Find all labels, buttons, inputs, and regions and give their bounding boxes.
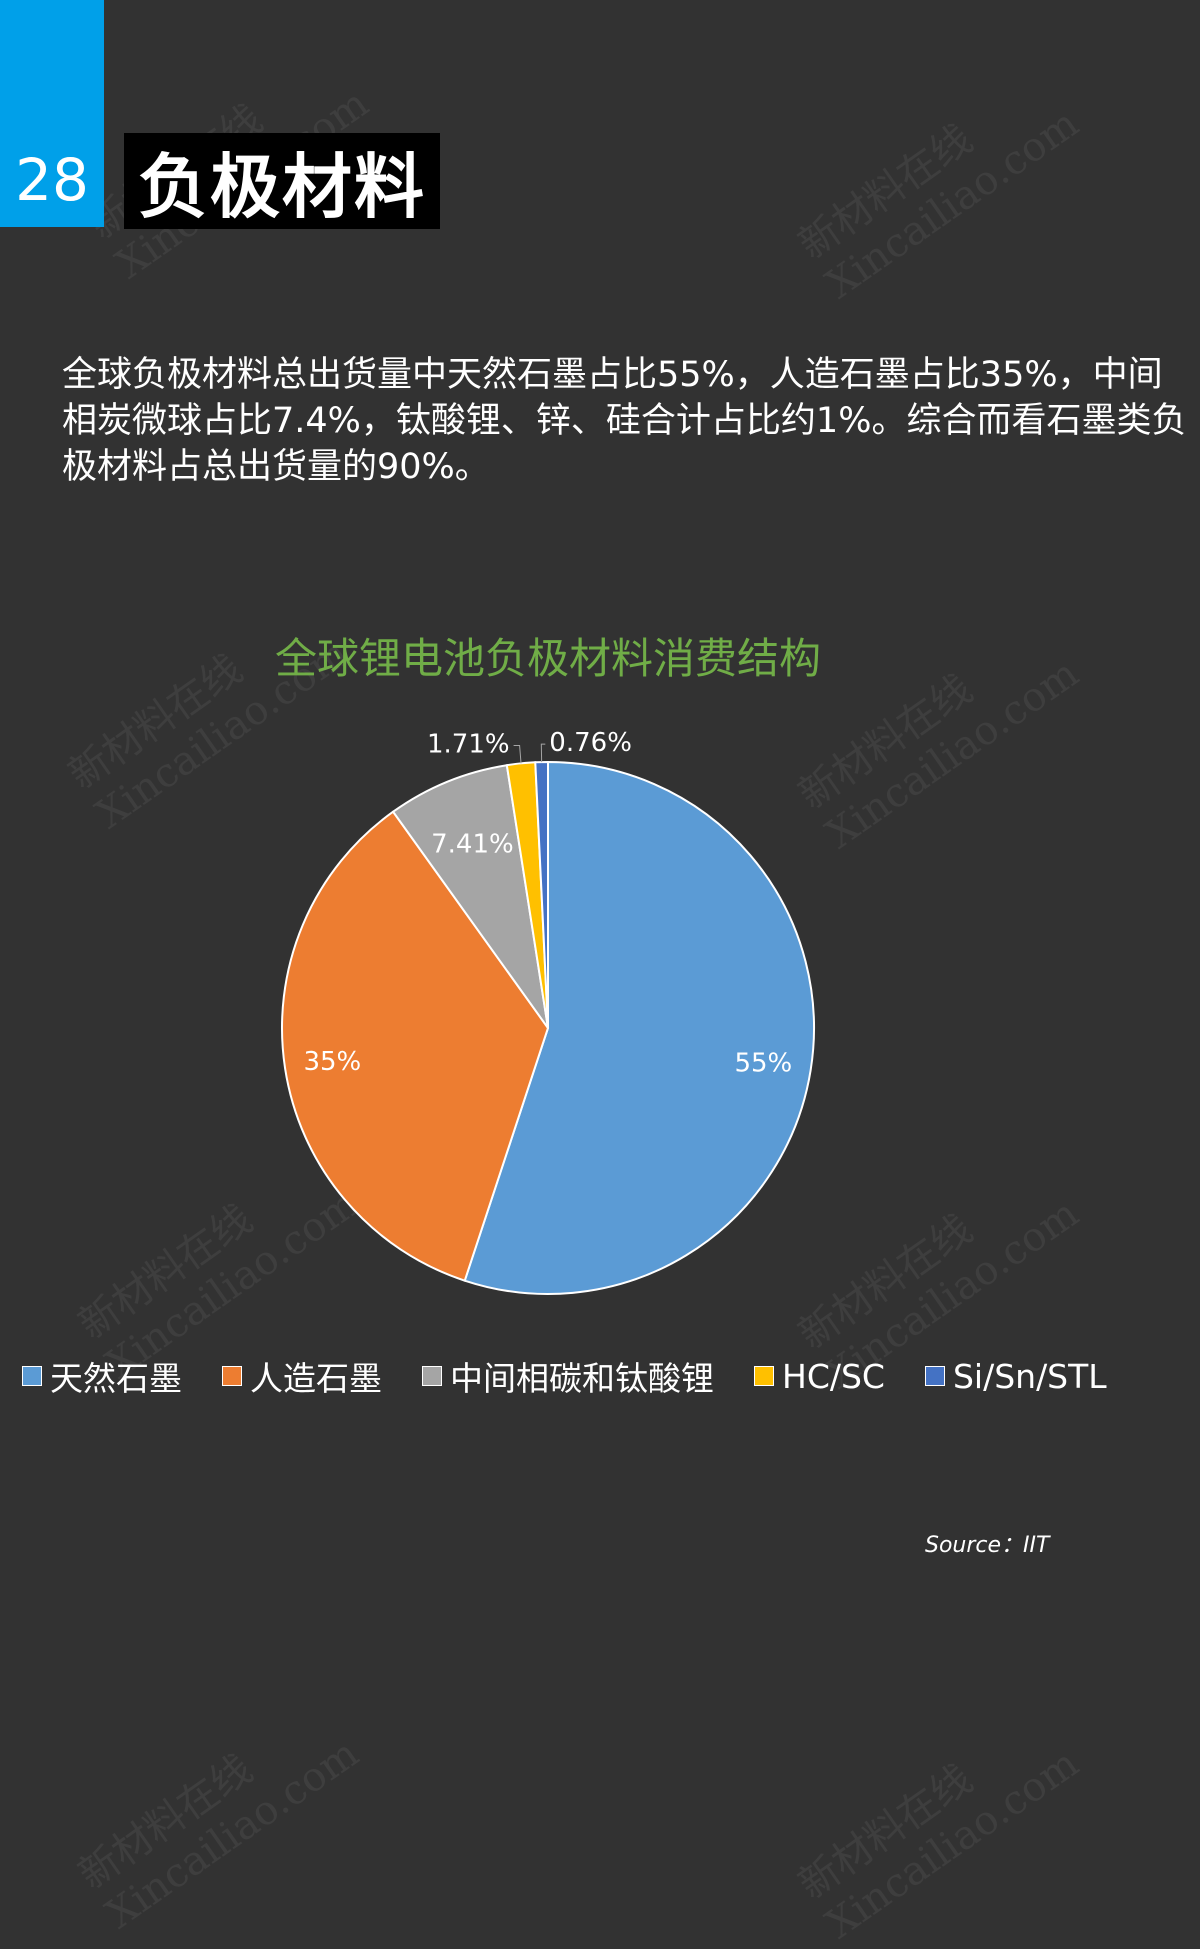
- legend-label: HC/SC: [782, 1356, 885, 1396]
- pie-data-label: 35%: [303, 1047, 361, 1077]
- legend-item: Si/Sn/STL: [924, 1356, 1107, 1396]
- pie-leader-line: [540, 743, 546, 763]
- page-number: 28: [15, 146, 89, 214]
- page-number-badge: 28: [0, 0, 104, 227]
- legend-item: HC/SC: [754, 1357, 885, 1396]
- legend-label: 天然石墨: [50, 1359, 182, 1398]
- pie-chart: 全球锂电池负极材料消费结构 55% 35% 7.41% 1.71% 0.76%: [275, 634, 821, 1295]
- page-title: 负极材料: [138, 145, 426, 228]
- pie-data-label: 1.71%: [427, 729, 510, 759]
- pie-data-label: 7.41%: [431, 829, 514, 859]
- legend-swatch: [924, 1366, 945, 1386]
- pie-data-label: 0.76%: [549, 728, 632, 758]
- pie-slice: [391, 764, 549, 1029]
- legend-swatch: [22, 1366, 42, 1386]
- description-text: 全球负极材料总出货量中天然石墨占比55%，人造石墨占比35%，中间相炭微球占比7…: [62, 355, 1187, 487]
- pie-slice: [463, 760, 815, 1295]
- legend-item: 中间相碳和钛酸锂: [422, 1352, 714, 1400]
- legend-label: Si/Sn/STL: [952, 1356, 1107, 1396]
- legend-swatch: [754, 1366, 774, 1386]
- legend-swatch: [222, 1366, 242, 1386]
- legend-item: 天然石墨: [22, 1352, 182, 1400]
- pie-leader-line: [513, 744, 522, 764]
- legend-label: 人造石墨: [250, 1359, 382, 1398]
- pie-data-label: 55%: [734, 1049, 792, 1079]
- source-note: Source：IIT: [925, 1533, 1050, 1558]
- chart-title: 全球锂电池负极材料消费结构: [275, 634, 821, 683]
- legend-swatch: [422, 1366, 442, 1386]
- chart-legend: 天然石墨 人造石墨 中间相碳和钛酸锂 HC/SC Si/Sn/STL: [22, 1352, 1147, 1400]
- legend-label: 中间相碳和钛酸锂: [450, 1359, 714, 1398]
- pie-slice: [281, 810, 550, 1282]
- page-title-box: 负极材料: [124, 133, 440, 229]
- pie-slice: [534, 760, 549, 1029]
- legend-item: 人造石墨: [222, 1352, 382, 1400]
